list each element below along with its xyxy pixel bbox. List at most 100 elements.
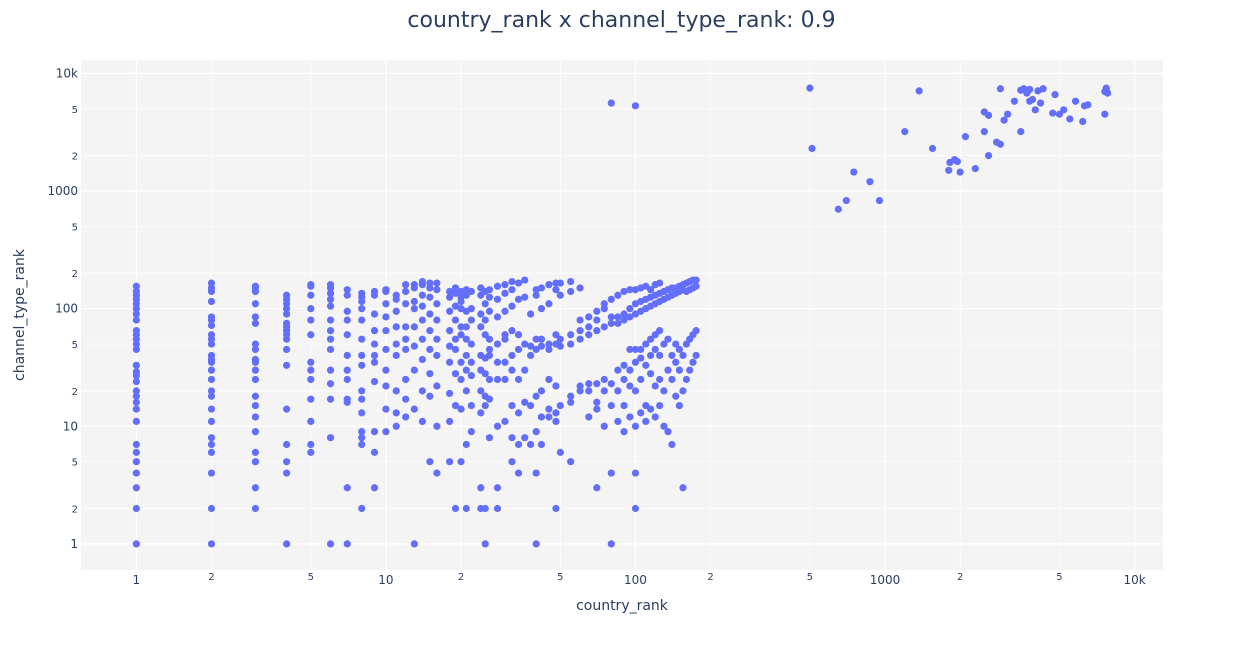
- data-point: [537, 440, 546, 449]
- data-point: [501, 289, 509, 297]
- data-point: [664, 366, 672, 374]
- data-point: [620, 401, 628, 410]
- data-point: [410, 305, 418, 313]
- data-point: [642, 340, 650, 348]
- data-point: [686, 366, 694, 374]
- data-point: [358, 289, 366, 297]
- data-point: [477, 310, 485, 318]
- data-point: [326, 540, 335, 548]
- data-point: [1102, 86, 1110, 94]
- data-point: [607, 295, 615, 303]
- data-point: [656, 351, 664, 360]
- x-tick-label: 2: [957, 572, 963, 583]
- data-point: [307, 375, 315, 384]
- data-point: [656, 327, 664, 335]
- data-point: [446, 293, 454, 301]
- y-tick-label: 5: [72, 340, 78, 351]
- data-point: [132, 316, 140, 324]
- data-point: [251, 313, 260, 321]
- x-tick-label: 10: [378, 573, 393, 587]
- data-point: [207, 387, 216, 395]
- data-point: [446, 417, 454, 426]
- data-point: [642, 417, 650, 426]
- data-point: [418, 417, 426, 426]
- data-point: [1049, 109, 1057, 117]
- data-point: [508, 351, 516, 360]
- data-point: [132, 440, 140, 449]
- data-point: [1004, 110, 1012, 118]
- data-point: [672, 340, 680, 348]
- data-point: [132, 361, 140, 369]
- data-point: [343, 540, 351, 548]
- data-point: [1017, 128, 1025, 136]
- data-point: [251, 448, 260, 456]
- data-point: [251, 413, 260, 421]
- data-point: [392, 409, 400, 417]
- data-point: [526, 310, 535, 318]
- data-point: [485, 307, 494, 315]
- data-point: [392, 323, 400, 331]
- data-point: [1060, 106, 1068, 114]
- data-point: [426, 310, 434, 318]
- data-point: [651, 382, 659, 390]
- data-point: [567, 392, 575, 400]
- data-point: [467, 340, 475, 348]
- data-point: [358, 316, 366, 324]
- data-point: [433, 335, 441, 343]
- data-point: [526, 351, 535, 360]
- data-point: [207, 392, 216, 400]
- data-point: [866, 178, 874, 186]
- data-point: [834, 205, 842, 213]
- data-point: [514, 440, 523, 449]
- data-point: [614, 417, 622, 426]
- data-point: [370, 351, 379, 360]
- data-point: [642, 361, 650, 369]
- data-point: [418, 291, 426, 299]
- data-point: [508, 327, 516, 335]
- data-point: [402, 287, 410, 296]
- data-point: [426, 458, 434, 466]
- data-point: [132, 469, 140, 477]
- y-tick-label: 2: [72, 504, 78, 515]
- data-point: [370, 287, 379, 296]
- data-point: [647, 351, 655, 360]
- data-point: [545, 375, 553, 384]
- data-point: [402, 335, 410, 343]
- data-point: [552, 409, 560, 417]
- data-point: [132, 377, 140, 386]
- data-point: [660, 387, 668, 395]
- data-point: [485, 293, 494, 301]
- data-point: [537, 305, 546, 313]
- data-point: [501, 417, 509, 426]
- data-point: [585, 323, 593, 331]
- data-point: [631, 387, 640, 395]
- data-point: [326, 434, 335, 442]
- data-point: [370, 484, 379, 492]
- data-point: [493, 375, 502, 384]
- data-point: [382, 313, 390, 321]
- data-point: [370, 358, 379, 366]
- data-point: [647, 405, 655, 413]
- data-point: [508, 458, 516, 466]
- data-point: [620, 375, 628, 384]
- data-point: [552, 417, 560, 426]
- data-point: [585, 413, 593, 421]
- data-point: [626, 366, 634, 374]
- data-point: [392, 351, 400, 360]
- data-point: [971, 165, 979, 173]
- data-point: [410, 540, 418, 548]
- data-point: [552, 286, 560, 294]
- data-point: [620, 361, 628, 369]
- data-point: [567, 458, 575, 466]
- data-point: [485, 351, 494, 360]
- data-point: [382, 300, 390, 308]
- data-point: [370, 428, 379, 436]
- data-point: [283, 458, 291, 466]
- data-point: [521, 366, 529, 374]
- data-point: [418, 355, 426, 364]
- data-point: [343, 484, 351, 492]
- data-point: [382, 428, 390, 436]
- data-point: [514, 409, 523, 417]
- data-point: [692, 282, 700, 290]
- data-point: [600, 375, 608, 384]
